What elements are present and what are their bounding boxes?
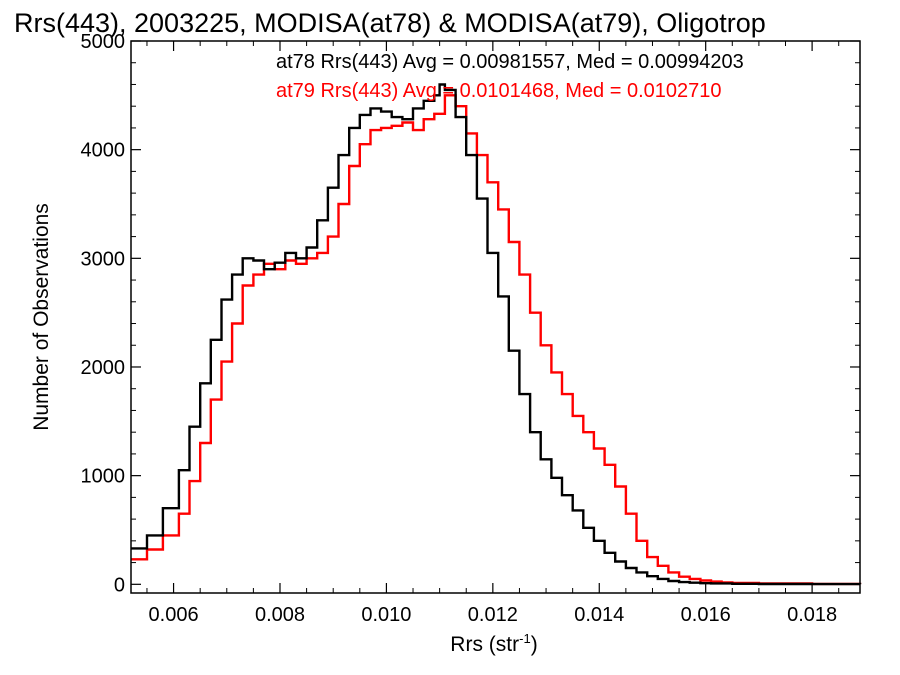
ticks-layer: 0.006 0.008 0.010 0.012 0.014 0.016 0.018 0 1000… bbox=[81, 31, 860, 626]
x-axis-label-superscript: -1 bbox=[519, 631, 531, 646]
annotation-at79: at79 Rrs(443) Avg = 0.0101468, Med = 0.0… bbox=[276, 80, 722, 102]
y-tick-label: 1000 bbox=[81, 466, 126, 488]
x-tick-label: 0.010 bbox=[361, 604, 411, 626]
x-tick-label: 0.008 bbox=[255, 604, 305, 626]
x-axis-label-suffix: ) bbox=[531, 633, 538, 656]
plot-frame bbox=[130, 40, 861, 594]
x-tick-label: 0.016 bbox=[681, 604, 731, 626]
y-tick-label: 2000 bbox=[81, 357, 126, 379]
x-tick-label: 0.014 bbox=[574, 604, 624, 626]
y-tick-label: 3000 bbox=[81, 248, 126, 270]
y-tick-label: 0 bbox=[114, 574, 125, 596]
y-tick-label: 4000 bbox=[81, 140, 126, 162]
x-tick-label: 0.006 bbox=[149, 604, 199, 626]
x-axis-label-text: Rrs (str bbox=[450, 633, 519, 656]
x-tick-label: 0.012 bbox=[468, 604, 518, 626]
series-layer bbox=[131, 83, 862, 586]
x-axis-label: Rrs (str-1) bbox=[450, 631, 537, 656]
y-tick-label: 5000 bbox=[81, 31, 126, 53]
annotation-at78: at78 Rrs(443) Avg = 0.00981557, Med = 0.… bbox=[276, 51, 744, 73]
y-axis-label: Number of Observations bbox=[30, 203, 53, 431]
series-at78-line bbox=[131, 83, 862, 586]
chart-title: Rrs(443), 2003225, MODISA(at78) & MODISA… bbox=[14, 8, 766, 38]
x-tick-label: 0.018 bbox=[787, 604, 837, 626]
